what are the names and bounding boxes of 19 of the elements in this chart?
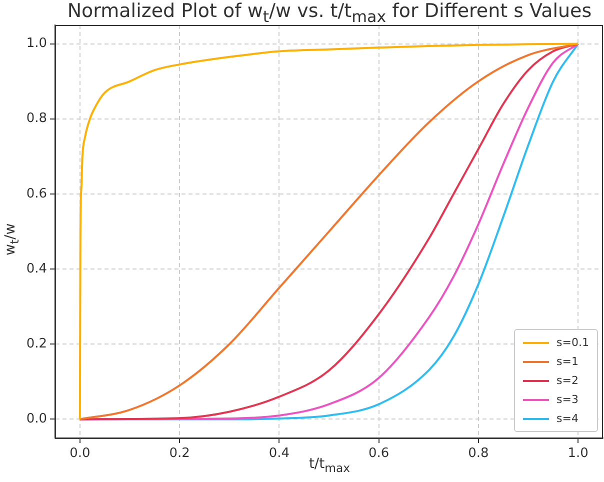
x-tick-label: 0.2: [169, 446, 190, 462]
x-tick-label: 0.0: [70, 446, 90, 462]
legend-label: s=4: [556, 412, 578, 425]
x-axis-title: t/t$_{max}$: [308, 456, 350, 475]
y-tick-label: 1.0: [26, 36, 47, 52]
y-tick-label: 0.6: [26, 186, 47, 202]
legend-label: s=2: [556, 374, 578, 387]
y-tick-label: 0.2: [26, 336, 47, 352]
x-tick-label: 0.4: [268, 446, 290, 462]
chart-title: Normalized Plot of w$_{t}$/w vs. t/t$_{max}$ for Different s Values: [66, 0, 593, 26]
legend-label: s=3: [556, 393, 578, 406]
y-tick-label: 0.0: [26, 412, 47, 427]
legend-label: s=1: [556, 355, 578, 368]
y-tick-label: 0.4: [26, 261, 47, 276]
x-tick-label: 1.0: [568, 446, 588, 462]
y-tick-label: 0.8: [26, 111, 47, 126]
x-tick-label: 0.8: [468, 446, 489, 462]
legend-label: s=0.1: [556, 336, 589, 349]
x-tick-label: 0.6: [368, 446, 390, 462]
